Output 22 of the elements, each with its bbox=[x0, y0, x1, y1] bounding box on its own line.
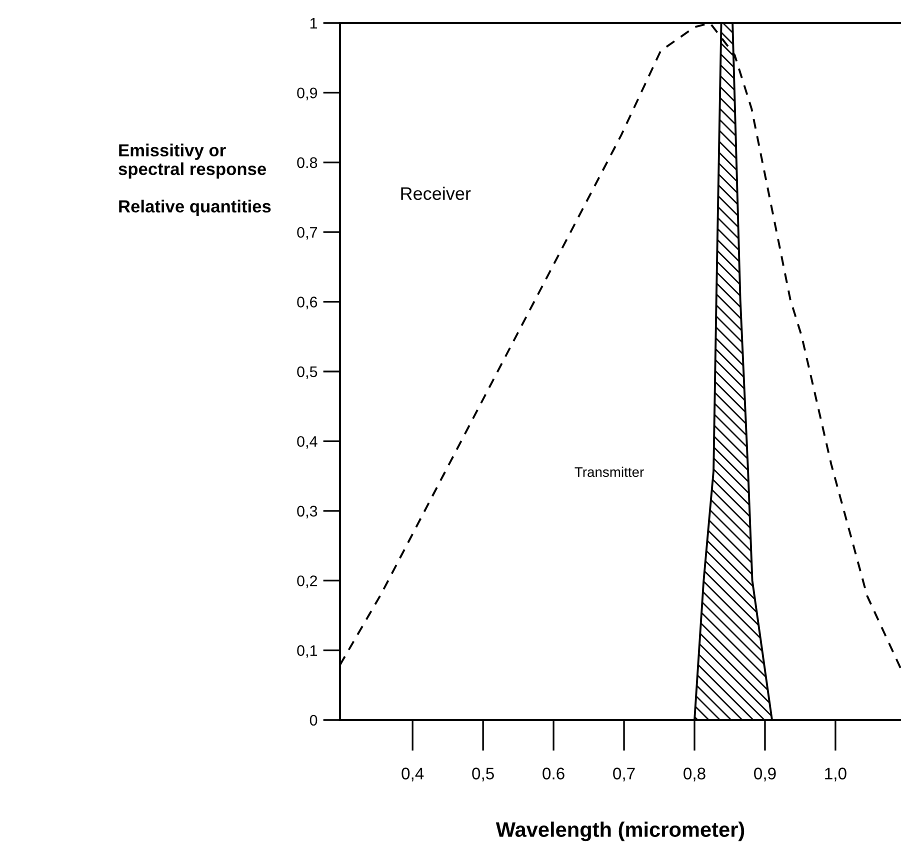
y-tick-label: 0,6 bbox=[297, 296, 318, 310]
x-tick-label: 0.6 bbox=[542, 768, 564, 780]
x-tick-label: 1,0 bbox=[825, 768, 846, 782]
annotation: Receiver bbox=[401, 186, 471, 200]
x-tick-label: 0,5 bbox=[472, 768, 494, 782]
x-tick-label: 0,4 bbox=[402, 768, 424, 782]
y-tick-label: 0.8 bbox=[297, 157, 318, 168]
x-tick-label: 0,8 bbox=[684, 768, 706, 782]
y-tick-label: 0,7 bbox=[297, 226, 318, 240]
x-axis-title: Wavelength (micrometer) bbox=[496, 822, 744, 842]
y-tick-label: 0 bbox=[310, 714, 318, 726]
y-tick-label: 0,4 bbox=[297, 436, 318, 449]
y-tick-label: 0,5 bbox=[297, 366, 318, 379]
x-tick-label: 0,7 bbox=[613, 768, 635, 782]
y-tick-label: 1 bbox=[310, 18, 318, 29]
y-tick-label: 0,3 bbox=[297, 506, 318, 518]
y-tick-label: 0,1 bbox=[297, 645, 318, 658]
y-tick-label: 0,9 bbox=[297, 88, 318, 100]
text: Emissitivy or spectral response Relative quantities bbox=[118, 144, 271, 216]
x-tick-label: 0,9 bbox=[754, 768, 776, 782]
annotation: Transmitter bbox=[574, 466, 644, 477]
y-tick-label: 0,2 bbox=[297, 575, 318, 588]
